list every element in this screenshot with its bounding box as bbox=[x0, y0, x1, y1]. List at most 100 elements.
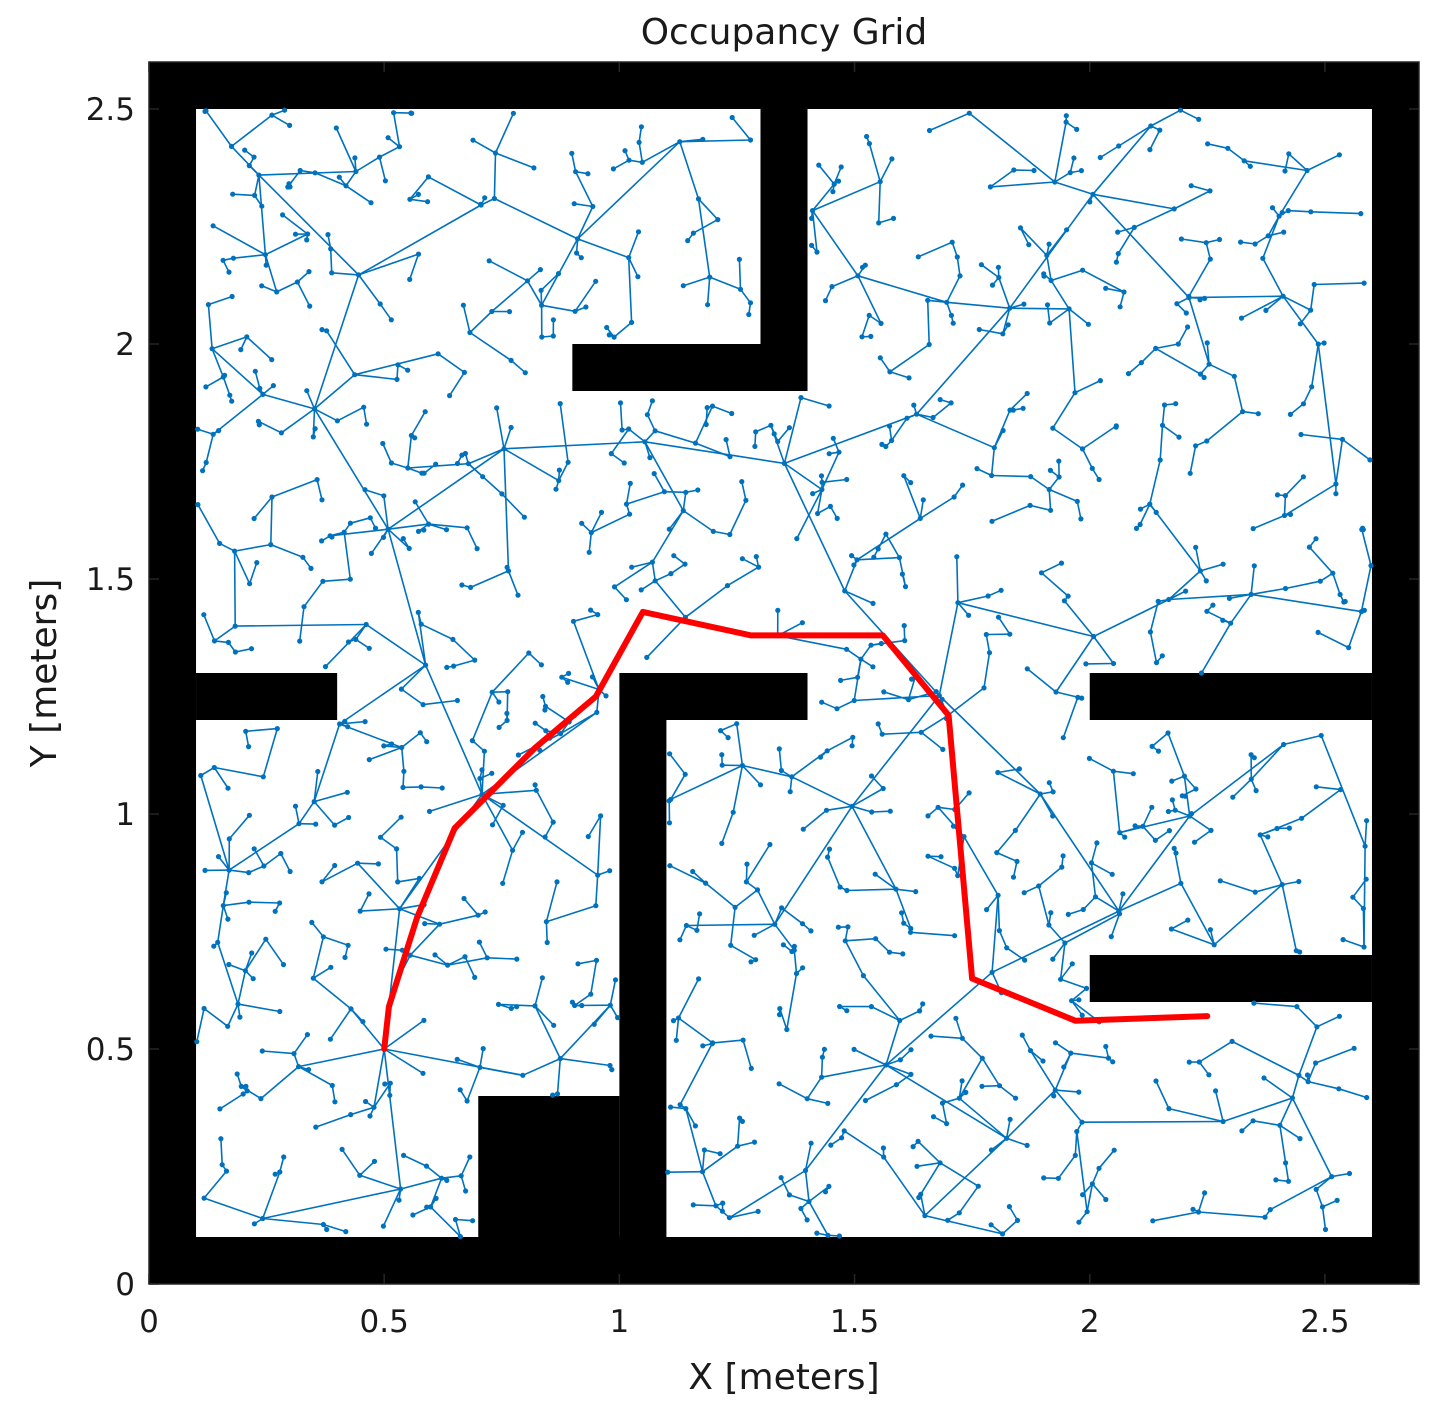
tree-node bbox=[954, 254, 960, 260]
tree-edge bbox=[355, 624, 367, 640]
tree-node bbox=[897, 1057, 904, 1063]
tree-edge bbox=[857, 275, 882, 324]
tree-edge bbox=[1155, 347, 1201, 375]
tree-node bbox=[780, 942, 787, 948]
tree-node bbox=[1094, 840, 1100, 846]
tree-node bbox=[1046, 922, 1052, 928]
tree-edge bbox=[423, 699, 458, 706]
tree-node bbox=[961, 834, 967, 840]
tree-node bbox=[248, 646, 255, 652]
tree-edge bbox=[590, 513, 630, 534]
x-axis-label: X [meters] bbox=[688, 1357, 879, 1398]
tree-edge bbox=[208, 295, 233, 306]
tree-node bbox=[242, 968, 248, 974]
tree-node bbox=[1173, 850, 1179, 856]
tree-node bbox=[778, 1175, 784, 1181]
tree-node bbox=[415, 528, 422, 535]
tree-edge bbox=[836, 699, 855, 710]
tree-edge bbox=[400, 688, 424, 706]
tree-node bbox=[949, 239, 955, 245]
tree-node bbox=[362, 487, 368, 493]
tree-node bbox=[740, 1037, 746, 1043]
tree-node bbox=[312, 170, 318, 176]
tree-edge bbox=[1250, 565, 1256, 595]
tree-edge bbox=[1046, 255, 1052, 281]
tree-edge bbox=[248, 901, 280, 904]
tree-node bbox=[908, 925, 914, 932]
tree-node bbox=[996, 1083, 1003, 1089]
tree-edge bbox=[358, 204, 482, 276]
tree-node bbox=[649, 559, 656, 565]
tree-edge bbox=[997, 616, 1011, 635]
tree-node bbox=[893, 886, 899, 892]
tree-edge bbox=[885, 1020, 901, 1066]
tree-edge bbox=[421, 786, 443, 789]
tree-node bbox=[1027, 502, 1033, 508]
tree-edge bbox=[365, 623, 427, 666]
tree-node bbox=[906, 375, 912, 381]
tree-edge bbox=[1281, 884, 1298, 951]
tree-edge bbox=[402, 786, 422, 789]
tree-edge bbox=[306, 390, 316, 410]
tree-node bbox=[586, 549, 592, 555]
tree-edge bbox=[316, 479, 323, 500]
tree-node bbox=[462, 954, 468, 960]
tree-node bbox=[415, 609, 421, 616]
tree-node bbox=[585, 833, 591, 840]
tree-node bbox=[607, 868, 613, 874]
tree-node bbox=[629, 564, 635, 570]
tree-edge bbox=[559, 403, 569, 463]
tree-node bbox=[603, 693, 609, 699]
tree-edge bbox=[938, 602, 959, 696]
tree-node bbox=[395, 362, 401, 368]
tree-node bbox=[583, 304, 589, 310]
tree-edge bbox=[364, 488, 385, 497]
tree-node bbox=[870, 664, 876, 670]
tree-node bbox=[1362, 843, 1368, 849]
tree-edge bbox=[232, 193, 255, 197]
tree-node bbox=[506, 309, 513, 315]
tree-edge bbox=[705, 882, 736, 908]
tree-node bbox=[690, 868, 696, 875]
tree-node bbox=[1153, 509, 1159, 515]
tree-node bbox=[508, 1005, 514, 1012]
tree-node bbox=[515, 752, 522, 758]
tree-edge bbox=[574, 171, 594, 207]
tree-node bbox=[701, 1147, 708, 1153]
tree-edge bbox=[1189, 815, 1212, 832]
tree-edge bbox=[808, 1201, 829, 1236]
tree-edge bbox=[1149, 459, 1161, 505]
tree-node bbox=[362, 719, 368, 725]
tree-node bbox=[368, 550, 374, 557]
tree-edge bbox=[345, 171, 357, 187]
tree-node bbox=[1229, 1038, 1235, 1044]
tree-edge bbox=[1074, 379, 1101, 394]
tree-node bbox=[515, 592, 521, 598]
tree-node bbox=[571, 201, 577, 207]
tree-node bbox=[828, 1142, 834, 1148]
tree-edge bbox=[821, 701, 838, 710]
tree-edge bbox=[833, 166, 842, 185]
tree-node bbox=[1111, 1147, 1117, 1153]
tree-node bbox=[1150, 1218, 1156, 1224]
tree-edge bbox=[383, 745, 402, 749]
tree-node bbox=[736, 256, 743, 262]
tree-node bbox=[703, 880, 709, 886]
tree-edge bbox=[613, 159, 630, 170]
tree-node bbox=[775, 607, 781, 614]
tree-node bbox=[615, 1015, 621, 1021]
tree-edge bbox=[382, 443, 393, 464]
tree-edge bbox=[1054, 171, 1071, 183]
tree-node bbox=[680, 283, 686, 289]
tree-node bbox=[938, 854, 944, 860]
tree-node bbox=[779, 905, 785, 911]
tree-node bbox=[830, 435, 836, 441]
tree-node bbox=[425, 199, 431, 205]
tree-edge bbox=[821, 1064, 887, 1078]
tree-node bbox=[644, 412, 651, 418]
tree-node bbox=[842, 938, 848, 944]
tree-node bbox=[873, 936, 879, 942]
tree-edge bbox=[955, 1018, 964, 1039]
tree-edge bbox=[822, 478, 847, 484]
tree-node bbox=[1010, 874, 1017, 880]
